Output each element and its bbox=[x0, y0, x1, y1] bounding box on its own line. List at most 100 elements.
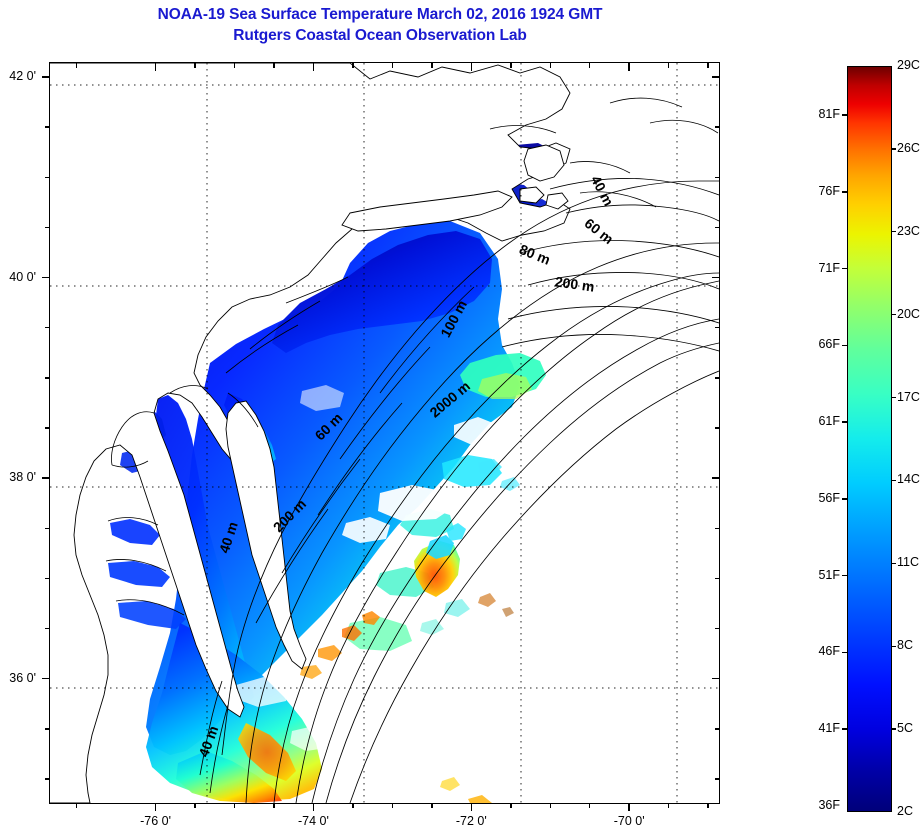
x-axis-label-0: -76 0' bbox=[140, 814, 171, 828]
y-tick-minor-6 bbox=[45, 527, 50, 529]
colorbar-tick-c-3 bbox=[891, 314, 896, 316]
colorbar-label-f-2: 71F bbox=[818, 260, 840, 275]
colorbar-tick-f-4 bbox=[842, 421, 847, 423]
x-tick-minor-top-7 bbox=[510, 63, 512, 68]
x-tick-major-3 bbox=[628, 803, 630, 811]
y-tick-major-3 bbox=[42, 677, 50, 680]
y-tick-minor-4 bbox=[45, 377, 50, 379]
y-axis-label-1: 40 0' bbox=[9, 269, 36, 284]
colorbar-tick-f-5 bbox=[842, 498, 847, 500]
x-tick-minor-top-9 bbox=[588, 63, 591, 68]
x-axis-label-1: -74 0' bbox=[297, 814, 329, 828]
y-axis-label-2: 38 0' bbox=[9, 470, 36, 485]
colorbar-label-c-2: 23C bbox=[897, 223, 920, 238]
y-tick-major-1 bbox=[42, 276, 50, 279]
y-axis-label-3: 36 0' bbox=[9, 670, 36, 685]
x-tick-major-1 bbox=[312, 803, 315, 811]
x-tick-minor-0 bbox=[75, 803, 78, 808]
colorbar-label-f-6: 51F bbox=[818, 567, 840, 582]
colorbar-label-c-1: 26C bbox=[897, 140, 920, 155]
y-tick-major-right-2 bbox=[712, 477, 720, 479]
colorbar-label-c-6: 11C bbox=[897, 555, 920, 570]
y-tick-minor-8 bbox=[45, 627, 50, 630]
x-tick-minor-9 bbox=[588, 803, 591, 808]
x-tick-minor-10 bbox=[667, 803, 670, 808]
x-tick-minor-top-11 bbox=[707, 63, 709, 68]
colorbar-label-f-7: 46F bbox=[818, 644, 840, 659]
sst-colorbar bbox=[847, 66, 892, 812]
colorbar-tick-f-7 bbox=[842, 651, 847, 653]
title-line-2: Rutgers Coastal Ocean Observation Lab bbox=[233, 27, 527, 44]
y-tick-minor-10 bbox=[45, 778, 50, 780]
x-tick-major-2 bbox=[470, 803, 473, 811]
y-tick-minor-9 bbox=[45, 728, 50, 730]
x-tick-minor-top-10 bbox=[667, 63, 670, 68]
x-tick-minor-8 bbox=[549, 803, 552, 808]
colorbar-label-c-3: 20C bbox=[897, 306, 920, 321]
colorbar-tick-f-8 bbox=[842, 728, 847, 730]
colorbar-tick-f-2 bbox=[842, 267, 847, 270]
y-tick-minor-right-8 bbox=[715, 627, 720, 630]
x-tick-major-top-1 bbox=[312, 63, 315, 71]
colorbar-tick-f-6 bbox=[842, 574, 847, 577]
x-tick-major-top-3 bbox=[628, 63, 630, 71]
y-tick-minor-right-5 bbox=[715, 427, 720, 429]
colorbar-label-f-0: 81F bbox=[818, 107, 840, 122]
colorbar-label-f-5: 56F bbox=[818, 490, 840, 505]
y-tick-minor-0 bbox=[45, 126, 50, 128]
x-tick-minor-5 bbox=[391, 803, 394, 808]
x-tick-minor-2 bbox=[233, 803, 236, 808]
y-tick-major-right-0 bbox=[712, 76, 720, 78]
x-tick-major-top-0 bbox=[154, 63, 157, 71]
y-tick-minor-2 bbox=[45, 226, 50, 229]
colorbar-tick-c-4 bbox=[891, 396, 896, 399]
x-tick-minor-7 bbox=[510, 803, 512, 808]
y-tick-major-right-1 bbox=[712, 276, 720, 279]
colorbar-label-c-8: 5C bbox=[897, 721, 913, 736]
title-line-1: NOAA-19 Sea Surface Temperature March 02… bbox=[157, 6, 603, 23]
colorbar-label-c-9: 2C bbox=[897, 804, 913, 818]
x-axis-label-3: -70 0' bbox=[613, 814, 645, 828]
x-tick-minor-top-1 bbox=[194, 63, 196, 68]
colorbar-gradient bbox=[848, 67, 891, 811]
colorbar-label-f-8: 41F bbox=[818, 721, 840, 736]
land-mask bbox=[50, 63, 571, 803]
sst-map-svg: 40 m 60 m 80 m 200 m 100 m 2000 m 60 m 2… bbox=[50, 63, 719, 803]
colorbar-label-f-3: 66F bbox=[818, 337, 840, 352]
y-tick-minor-right-2 bbox=[715, 226, 720, 229]
x-tick-minor-11 bbox=[707, 803, 709, 808]
y-tick-minor-right-10 bbox=[715, 778, 720, 780]
y-tick-major-right-3 bbox=[712, 677, 720, 680]
x-tick-minor-top-5 bbox=[391, 63, 394, 68]
x-tick-minor-top-0 bbox=[75, 63, 78, 68]
colorbar-tick-c-5 bbox=[891, 479, 896, 482]
colorbar-label-c-0: 29C bbox=[897, 58, 920, 72]
y-tick-minor-right-3 bbox=[715, 326, 720, 329]
colorbar-tick-c-7 bbox=[891, 645, 896, 647]
sst-map-plot: 40 m 60 m 80 m 200 m 100 m 2000 m 60 m 2… bbox=[49, 62, 720, 804]
depth-contours bbox=[199, 178, 719, 803]
x-tick-minor-top-4 bbox=[352, 63, 354, 68]
colorbar-tick-f-0 bbox=[842, 114, 847, 116]
y-tick-minor-right-1 bbox=[715, 176, 720, 179]
y-axis-label-0: 42 0' bbox=[9, 69, 36, 84]
colorbar-tick-c-2 bbox=[891, 231, 896, 233]
coastline-detail bbox=[105, 97, 719, 616]
y-tick-major-0 bbox=[42, 76, 50, 78]
colorbar-tick-f-1 bbox=[842, 191, 847, 193]
colorbar-tick-c-8 bbox=[891, 728, 896, 730]
y-tick-minor-right-6 bbox=[715, 527, 720, 529]
colorbar-tick-c-6 bbox=[891, 562, 896, 564]
x-tick-minor-3 bbox=[273, 803, 275, 808]
x-tick-minor-1 bbox=[194, 803, 196, 808]
y-tick-minor-7 bbox=[45, 577, 50, 580]
y-tick-minor-right-9 bbox=[715, 728, 720, 730]
colorbar-label-f-9: 36F bbox=[818, 797, 840, 812]
x-tick-minor-4 bbox=[352, 803, 354, 808]
x-tick-minor-top-6 bbox=[431, 63, 433, 68]
colorbar-label-c-7: 8C bbox=[897, 638, 913, 653]
contour-label-200m-ne: 200 m bbox=[554, 273, 596, 294]
y-tick-minor-right-0 bbox=[715, 126, 720, 128]
chart-title: NOAA-19 Sea Surface Temperature March 02… bbox=[0, 4, 760, 46]
x-tick-major-0 bbox=[154, 803, 157, 811]
